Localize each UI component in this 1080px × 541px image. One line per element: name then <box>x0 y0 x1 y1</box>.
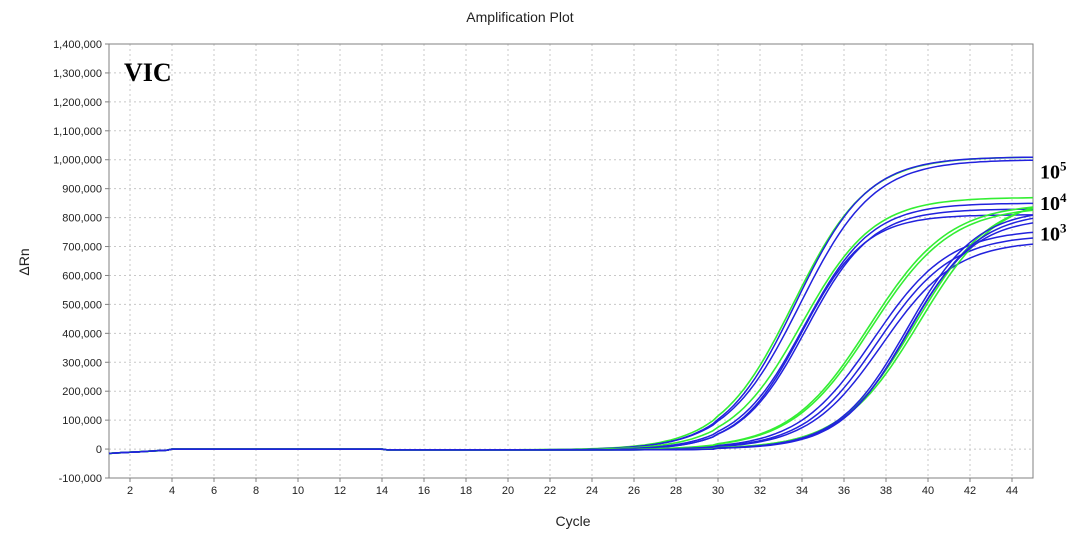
x-tick-label: 32 <box>754 485 766 497</box>
amplification-curve-102-green <box>108 207 1034 455</box>
x-tick-label: 2 <box>127 485 133 497</box>
y-tick-label: 300,000 <box>62 357 102 369</box>
x-tick-label: 24 <box>586 485 598 497</box>
x-tick-label: 28 <box>670 485 682 497</box>
x-tick-label: 26 <box>628 485 640 497</box>
group-label: 104 <box>1040 190 1067 215</box>
amplification-curve-104-blue <box>108 208 1034 455</box>
amplification-curve-104-green <box>108 196 1034 455</box>
x-tick-label: 6 <box>211 485 217 497</box>
x-tick-label: 18 <box>460 485 472 497</box>
x-tick-label: 16 <box>418 485 430 497</box>
y-tick-label: 200,000 <box>62 386 102 398</box>
x-tick-label: 38 <box>880 485 892 497</box>
x-tick-label: 36 <box>838 485 850 497</box>
x-tick-label: 22 <box>544 485 556 497</box>
channel-label: VIC <box>124 58 172 87</box>
y-axis-title: ΔRn <box>16 248 32 275</box>
x-tick-label: 44 <box>1006 485 1018 497</box>
amplification-curve-103-green <box>108 206 1034 455</box>
y-tick-label: 900,000 <box>62 184 102 196</box>
x-tick-label: 40 <box>922 485 934 497</box>
group-label: 103 <box>1040 221 1067 246</box>
x-tick-label: 14 <box>376 485 388 497</box>
series-group-labels: 105 104 103 <box>1040 158 1067 245</box>
y-tick-label: 1,400,000 <box>53 39 102 51</box>
y-tick-label: -100,000 <box>59 473 102 485</box>
amplification-curve-105-green <box>108 156 1033 455</box>
amplification-curve-104-blue <box>108 214 1033 455</box>
y-tick-label: 1,000,000 <box>53 155 102 167</box>
grid <box>109 43 1033 479</box>
y-axis-ticks: -100,000 0 100,000 200,000 300,000 400,000 500… <box>53 39 109 485</box>
amplification-curve-102-blue <box>108 214 1034 455</box>
group-label: 105 <box>1040 158 1067 183</box>
x-tick-label: 10 <box>292 485 304 497</box>
x-tick-label: 8 <box>253 485 259 497</box>
amplification-curve-105-blue <box>108 159 1034 455</box>
amplification-curve-102-green <box>108 206 1034 455</box>
x-tick-label: 30 <box>712 485 724 497</box>
y-tick-label: 600,000 <box>62 270 102 282</box>
amplification-curve-102-blue <box>108 222 1034 455</box>
x-tick-label: 12 <box>334 485 346 497</box>
y-tick-label: 100,000 <box>62 415 102 427</box>
y-tick-label: 400,000 <box>62 328 102 340</box>
y-tick-label: 800,000 <box>62 213 102 225</box>
curves <box>108 156 1034 455</box>
amplification-curve-102-blue <box>108 217 1034 455</box>
y-tick-label: 700,000 <box>62 242 102 254</box>
y-tick-label: 1,300,000 <box>53 68 102 80</box>
x-axis-ticks: 2 4 6 8 10 12 14 16 18 20 22 24 26 28 30 32 34 36 38 40 42 44 <box>127 478 1018 497</box>
y-tick-label: 1,100,000 <box>53 126 102 138</box>
y-tick-label: 0 <box>96 444 102 456</box>
amplification-curve-103-blue <box>108 237 1034 455</box>
chart-title: Amplification Plot <box>466 9 573 25</box>
amplification-curve-105-blue <box>108 156 1034 455</box>
x-tick-label: 34 <box>796 485 808 497</box>
x-tick-label: 4 <box>169 485 175 497</box>
x-tick-label: 20 <box>502 485 514 497</box>
x-tick-label: 42 <box>964 485 976 497</box>
x-axis-title: Cycle <box>555 513 590 529</box>
plot-frame <box>108 43 1034 479</box>
y-tick-label: 500,000 <box>62 299 102 311</box>
y-tick-label: 1,200,000 <box>53 97 102 109</box>
